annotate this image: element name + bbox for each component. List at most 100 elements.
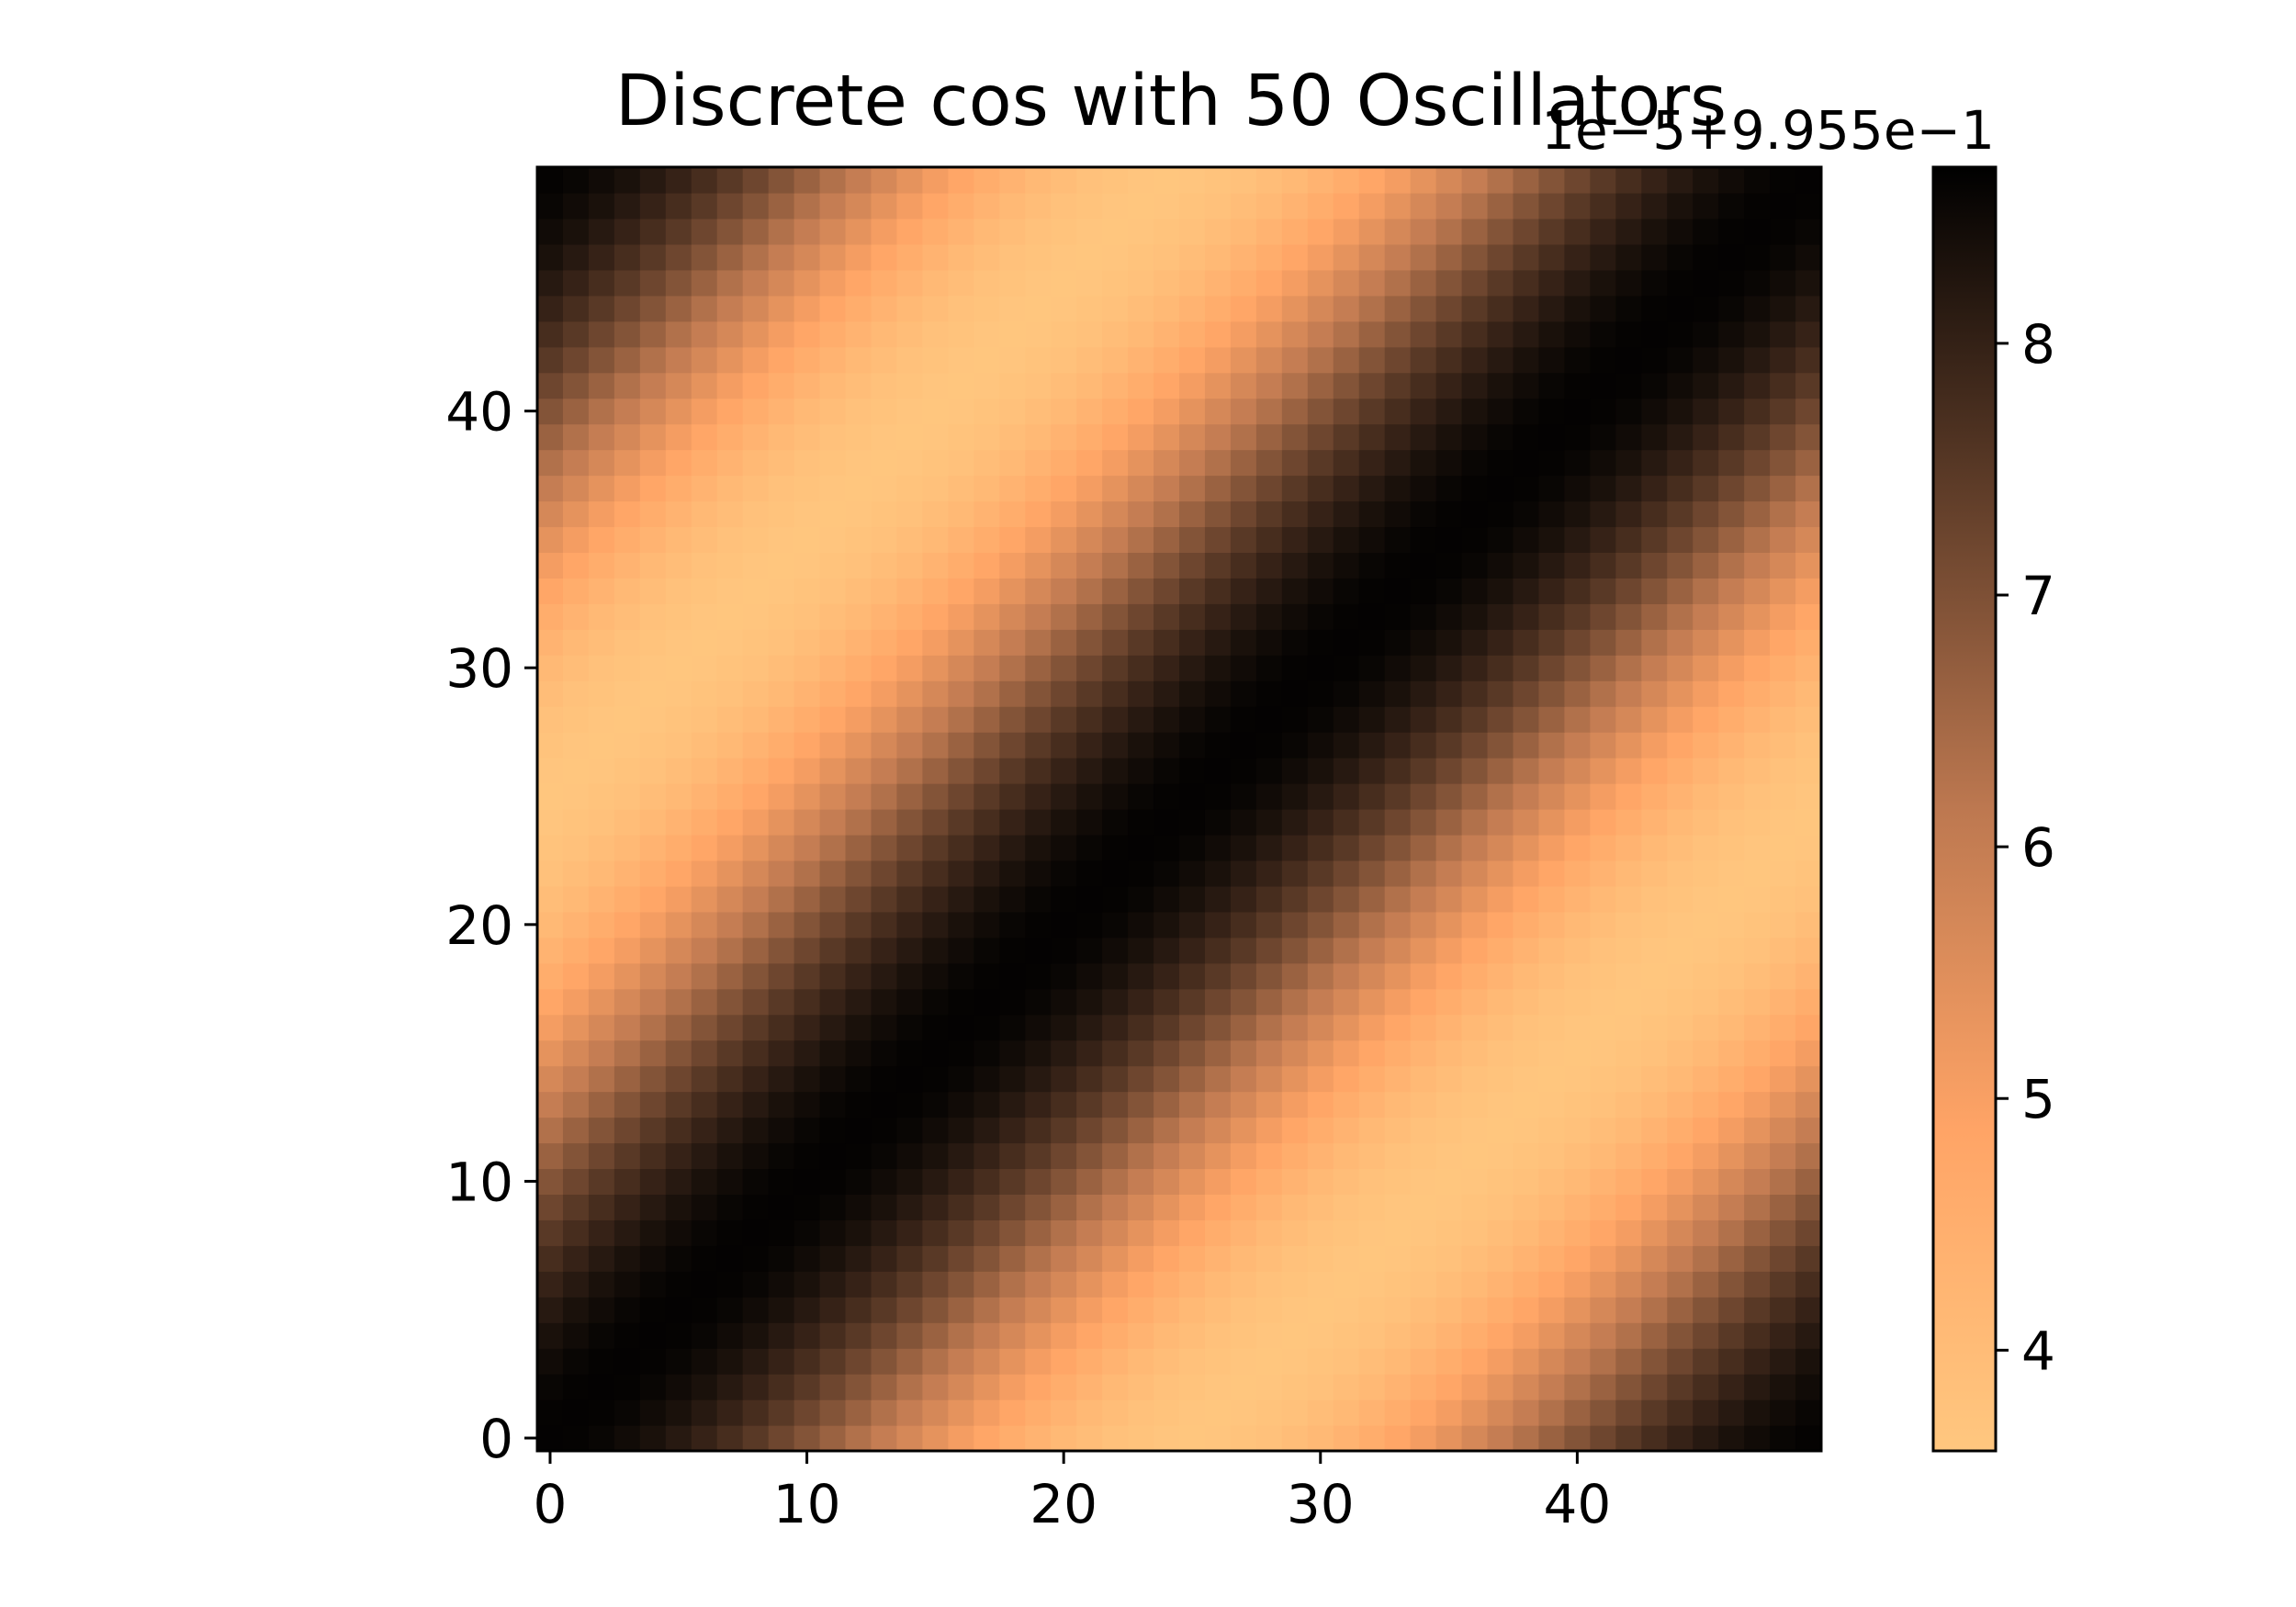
heatmap-cell <box>1770 398 1796 425</box>
chart-title: Discrete cos with 50 Oscillators <box>615 61 1727 142</box>
heatmap-cell <box>716 526 744 553</box>
heatmap-cell <box>845 1039 872 1067</box>
heatmap-cell <box>665 603 692 630</box>
heatmap-cell <box>537 243 564 271</box>
heatmap-cell <box>537 1425 564 1452</box>
heatmap-cell <box>1410 732 1437 759</box>
heatmap-cell <box>1693 988 1719 1016</box>
heatmap-cell <box>768 372 795 399</box>
heatmap-cell <box>1513 320 1540 348</box>
heatmap-cell <box>1179 1297 1206 1323</box>
heatmap-cell <box>1179 1399 1206 1426</box>
heatmap-cell <box>819 320 847 348</box>
heatmap-cell <box>1667 1399 1694 1426</box>
colorbar-tick-label: 6 <box>2021 816 2055 879</box>
heatmap-cell <box>1693 1245 1719 1272</box>
heatmap-cell <box>691 1039 718 1067</box>
heatmap-cell <box>1255 1014 1283 1041</box>
heatmap-cell <box>922 500 949 528</box>
heatmap-cell <box>871 346 898 374</box>
heatmap-cell <box>1693 500 1719 528</box>
heatmap-cell <box>1358 1065 1386 1093</box>
heatmap-cell <box>999 911 1026 938</box>
heatmap-cell <box>1693 860 1719 887</box>
heatmap-cell <box>1281 500 1309 528</box>
heatmap-cell <box>1410 1039 1437 1067</box>
heatmap-cell <box>639 885 667 913</box>
heatmap-cell <box>1513 834 1540 861</box>
heatmap-cell <box>742 500 770 528</box>
heatmap-cell <box>639 1142 667 1170</box>
heatmap-cell <box>1718 1168 1745 1195</box>
heatmap-cell <box>819 526 847 553</box>
heatmap-cell <box>1410 552 1437 579</box>
heatmap-cell <box>1564 295 1591 322</box>
heatmap-cell <box>1487 218 1514 245</box>
heatmap-cell <box>1718 834 1745 861</box>
heatmap-cell <box>974 732 1000 759</box>
heatmap-cell <box>768 1348 795 1375</box>
heatmap-cell <box>1744 1322 1771 1349</box>
heatmap-cell <box>1025 1091 1052 1118</box>
heatmap-cell <box>1435 1245 1463 1272</box>
heatmap-cell <box>1718 680 1745 707</box>
heatmap-cell <box>562 500 590 528</box>
heatmap-cell <box>1051 1168 1077 1195</box>
heatmap-cell <box>819 1168 847 1195</box>
heatmap-cell <box>1590 1091 1616 1118</box>
heatmap-cell <box>1770 1168 1796 1195</box>
heatmap-cell <box>1102 1348 1129 1375</box>
heatmap-cell <box>1513 1348 1540 1375</box>
heatmap-cell <box>1128 167 1154 194</box>
heatmap-cell <box>1204 937 1232 964</box>
heatmap-cell <box>537 218 564 245</box>
heatmap-cell <box>1718 1271 1745 1298</box>
heatmap-cell <box>1487 680 1514 707</box>
heatmap-cell <box>999 218 1026 245</box>
heatmap-cell <box>1255 1245 1283 1272</box>
heatmap-cell <box>716 1039 744 1067</box>
heatmap-cell <box>1051 1194 1077 1220</box>
heatmap-cell <box>1615 1348 1642 1375</box>
heatmap-cell <box>716 603 744 630</box>
heatmap-cell <box>1795 552 1822 579</box>
heatmap-cell <box>562 449 590 477</box>
heatmap-cell <box>742 1245 770 1272</box>
heatmap-cell <box>1538 911 1565 938</box>
heatmap-cell <box>742 578 770 604</box>
heatmap-cell <box>1230 1142 1257 1170</box>
heatmap-cell <box>1307 962 1334 990</box>
heatmap-cell <box>1128 706 1154 733</box>
heatmap-cell <box>1025 1245 1052 1272</box>
heatmap-cell <box>1461 937 1489 964</box>
heatmap-cell <box>562 1271 590 1298</box>
heatmap-cell <box>1102 1065 1129 1093</box>
heatmap-cell <box>665 1374 692 1400</box>
heatmap-cell <box>1128 1399 1154 1426</box>
heatmap-cell <box>639 732 667 759</box>
heatmap-cell <box>1076 423 1103 451</box>
heatmap-cell <box>1487 398 1514 425</box>
heatmap-cell <box>1693 1271 1719 1298</box>
heatmap-cell <box>793 1194 821 1220</box>
heatmap-cell <box>1615 706 1642 733</box>
heatmap-cell <box>1179 988 1206 1016</box>
heatmap-cell <box>948 1091 974 1118</box>
heatmap-cell <box>1770 834 1796 861</box>
heatmap-cell <box>1641 552 1668 579</box>
heatmap-cell <box>1513 269 1540 297</box>
heatmap-cell <box>922 937 949 964</box>
heatmap-cell <box>1281 346 1309 374</box>
heatmap-cell <box>1538 500 1565 528</box>
heatmap-cell <box>922 1271 949 1298</box>
heatmap-cell <box>1564 809 1591 836</box>
heatmap-cell <box>613 1194 641 1220</box>
heatmap-cell <box>1744 449 1771 477</box>
heatmap-cell <box>1461 423 1489 451</box>
heatmap-cell <box>537 680 564 707</box>
heatmap-cell <box>871 885 898 913</box>
heatmap-cell <box>1179 578 1206 604</box>
heatmap-cell <box>1128 988 1154 1016</box>
heatmap-cell <box>1590 578 1616 604</box>
heatmap-cell <box>999 809 1026 836</box>
